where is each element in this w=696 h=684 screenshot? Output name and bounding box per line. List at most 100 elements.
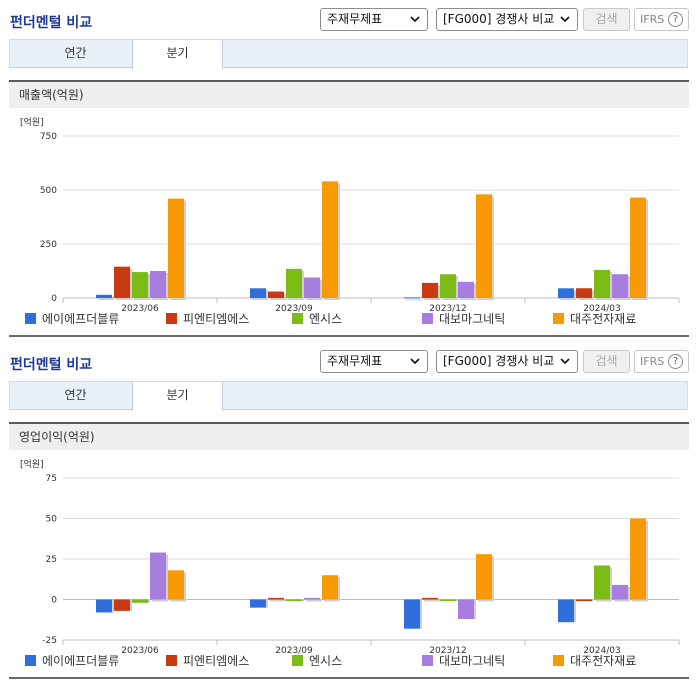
y-tick-label: -25: [42, 636, 57, 646]
bar: [594, 269, 610, 298]
bar: [114, 599, 130, 611]
panel-title: 펀더멘털 비교: [10, 357, 93, 373]
help-icon: ?: [668, 354, 683, 369]
legend-label: 대보마그네틱: [439, 654, 506, 668]
legend-item[interactable]: 엔시스: [292, 311, 342, 327]
bar: [304, 597, 320, 600]
search-button[interactable]: 검색: [583, 8, 630, 31]
tab-quarterly[interactable]: 분기: [132, 382, 223, 411]
bar: [268, 291, 284, 298]
legend-swatch: [553, 313, 564, 324]
compare-select-value: [FG000] 경쟁사 비교: [443, 354, 555, 368]
bar: [304, 277, 320, 298]
y-tick-label: 25: [46, 555, 57, 565]
bar-shadow: [270, 599, 286, 602]
legend-swatch: [166, 313, 177, 324]
tab-annual[interactable]: 연간: [64, 388, 87, 402]
chart-subheading: 영업이익(억원): [9, 422, 689, 450]
bar: [286, 268, 302, 298]
bar: [440, 274, 456, 298]
bar: [440, 599, 456, 602]
legend-item[interactable]: 대보마그네틱: [422, 311, 505, 327]
bar: [150, 552, 166, 600]
compare-select-value: [FG000] 경쟁사 비교: [443, 12, 555, 26]
bar: [96, 599, 112, 613]
y-tick-label: 250: [40, 240, 57, 250]
bar: [594, 565, 610, 600]
y-tick-label: 750: [40, 132, 57, 142]
statement-select[interactable]: 주재무제표: [320, 350, 428, 373]
legend-item[interactable]: 엔시스: [292, 653, 342, 669]
legend-item[interactable]: 대주전자재료: [553, 653, 636, 669]
legend-label: 에이에프더블류: [42, 654, 120, 668]
bar: [96, 294, 112, 298]
bar: [576, 599, 592, 602]
bar: [458, 599, 474, 619]
y-tick-label: 0: [51, 596, 57, 606]
legend-label: 대주전자재료: [570, 654, 637, 668]
period-tabs: 연간 분기: [9, 39, 688, 69]
bar: [168, 198, 184, 298]
bar: [612, 584, 628, 600]
statement-select[interactable]: 주재무제표: [320, 8, 428, 31]
x-tick-label: 2023/06: [121, 646, 159, 656]
help-icon: ?: [668, 12, 683, 27]
legend-swatch: [422, 655, 433, 666]
bar: [630, 197, 646, 298]
compare-select[interactable]: [FG000] 경쟁사 비교: [436, 8, 578, 31]
search-button[interactable]: 검색: [583, 350, 630, 373]
bar: [476, 194, 492, 298]
legend-item[interactable]: 대주전자재료: [553, 311, 636, 327]
legend-label: 엔시스: [309, 654, 343, 668]
x-tick-label: 2023/12: [429, 304, 466, 314]
legend-swatch: [25, 313, 36, 324]
bar: [286, 599, 302, 602]
legend-item[interactable]: 피엔티엠에스: [166, 311, 249, 327]
x-tick-label: 2023/09: [275, 646, 313, 656]
tab-quarterly[interactable]: 분기: [132, 40, 223, 69]
y-tick-label: 0: [51, 294, 57, 304]
bar: [150, 271, 166, 298]
fundamental-panel-sales: 펀더멘털 비교 주재무제표 [FG000] 경쟁사 비교 검색 IFRS ? 연…: [9, 8, 689, 337]
legend-item[interactable]: 대보마그네틱: [422, 653, 505, 669]
bar: [250, 288, 266, 298]
sales-bar-chart: [억원] 0 250 500 750 2023/06 2023/09 2023/12 2024/…: [20, 116, 680, 314]
bar: [322, 181, 338, 298]
divider: [9, 677, 689, 679]
period-tabs: 연간 분기: [9, 381, 688, 411]
bar: [422, 282, 438, 298]
compare-select[interactable]: [FG000] 경쟁사 비교: [436, 350, 578, 373]
chart-subheading: 매출액(억원): [9, 80, 689, 108]
chevron-down-icon: [410, 358, 420, 365]
legend-swatch: [553, 655, 564, 666]
legend-item[interactable]: 피엔티엠에스: [166, 653, 249, 669]
y-tick-label: 50: [46, 515, 58, 525]
bar: [458, 281, 474, 298]
ifrs-button[interactable]: IFRS ?: [634, 350, 689, 373]
bar-shadow: [406, 299, 422, 301]
x-tick-label: 2023/06: [121, 304, 159, 314]
fundamental-panel-operating-profit: 펀더멘털 비교 주재무제표 [FG000] 경쟁사 비교 검색 IFRS ? 연…: [0, 342, 696, 684]
x-tick-label: 2024/03: [583, 304, 620, 314]
chevron-down-icon: [560, 358, 570, 365]
chevron-down-icon: [560, 16, 570, 23]
bar: [630, 518, 646, 600]
bar: [168, 570, 184, 600]
chevron-down-icon: [410, 16, 420, 23]
divider: [9, 335, 689, 337]
ifrs-label: IFRS: [640, 355, 665, 368]
tab-annual[interactable]: 연간: [64, 46, 87, 60]
legend-swatch: [292, 313, 303, 324]
ifrs-button[interactable]: IFRS ?: [634, 8, 689, 31]
bar: [114, 266, 130, 298]
legend-item[interactable]: 에이에프더블류: [25, 311, 119, 327]
legend-label: 피엔티엠에스: [183, 312, 250, 326]
bar: [322, 575, 338, 600]
bar: [576, 288, 592, 298]
y-unit-label: [억원]: [20, 458, 44, 470]
bar: [558, 288, 574, 298]
legend-item[interactable]: 에이에프더블류: [25, 653, 119, 669]
legend-label: 엔시스: [309, 312, 343, 326]
bar-shadow: [306, 599, 322, 602]
bar: [404, 297, 420, 299]
